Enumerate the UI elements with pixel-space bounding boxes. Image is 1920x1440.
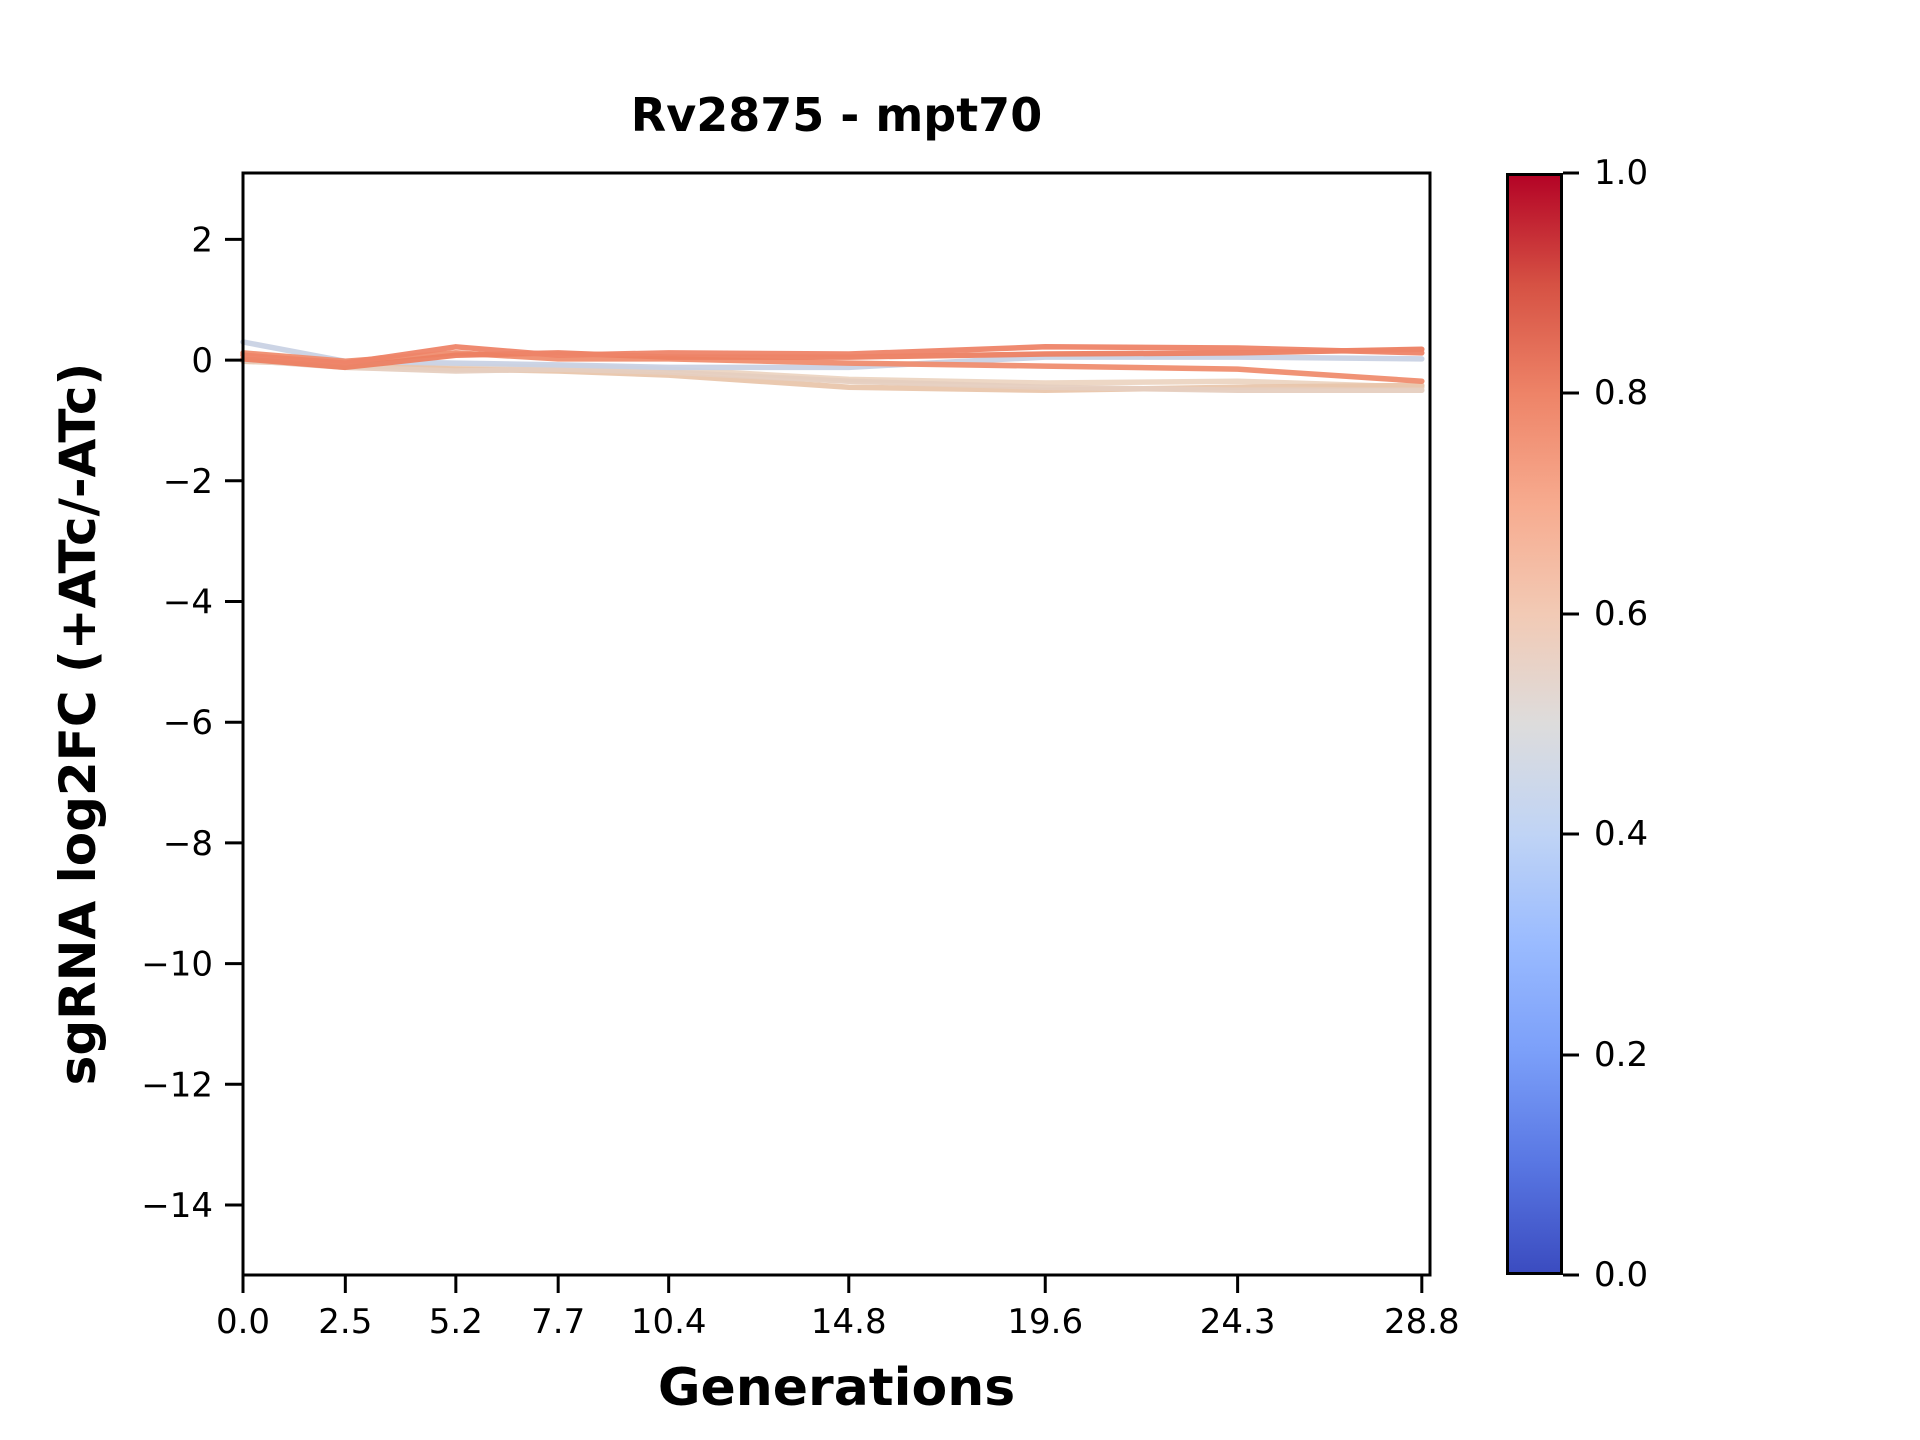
y-tick-label: −4	[163, 582, 213, 622]
x-tick-label: 14.8	[811, 1302, 887, 1342]
colorbar-tick-label: 0.0	[1594, 1255, 1649, 1295]
colorbar-tick-label: 0.8	[1594, 373, 1649, 414]
y-tick-label: −2	[163, 462, 213, 502]
y-tick-label: −6	[163, 703, 213, 743]
colorbar-tick-mark	[1563, 1053, 1579, 1057]
y-tick-label: 0	[191, 341, 213, 381]
x-tick-label: 10.4	[631, 1302, 707, 1342]
colorbar-tick-mark	[1563, 391, 1579, 395]
x-tick-label: 0.0	[216, 1302, 270, 1342]
y-tick-label: −14	[141, 1186, 213, 1226]
colorbar-tick-label: 0.4	[1594, 814, 1649, 855]
x-tick-label: 19.6	[1007, 1302, 1083, 1342]
x-tick-label: 24.3	[1200, 1302, 1276, 1342]
colorbar-tick-label: 0.2	[1594, 1034, 1649, 1075]
x-tick-label: 2.5	[318, 1302, 372, 1342]
chart-title: Rv2875 - mpt70	[630, 88, 1043, 142]
colorbar	[1506, 173, 1563, 1275]
colorbar-gradient	[1509, 176, 1560, 1272]
series-line-sgRNA-5	[240, 357, 1425, 394]
plot-border	[241, 171, 1432, 1277]
x-tick-label: 28.8	[1384, 1302, 1460, 1342]
y-tick-label: −8	[163, 824, 213, 864]
colorbar-tick-label: 0.6	[1594, 593, 1649, 634]
colorbar-tick-label: 1.0	[1594, 153, 1649, 193]
colorbar-tick-mark	[1563, 832, 1579, 836]
series-line-sgRNA-2	[240, 346, 1425, 371]
y-tick-label: −10	[141, 945, 213, 985]
colorbar-tick-mark	[1563, 171, 1579, 175]
x-tick-label: 7.7	[531, 1302, 585, 1342]
y-tick-label: 2	[191, 220, 213, 260]
series-line-sgRNA-1	[240, 344, 1425, 366]
colorbar-tick-mark	[1563, 1273, 1579, 1277]
x-tick-label: 5.2	[429, 1302, 483, 1342]
x-axis-label: Generations	[657, 1358, 1016, 1418]
y-tick-label: −12	[141, 1065, 213, 1105]
colorbar-tick-mark	[1563, 612, 1579, 616]
